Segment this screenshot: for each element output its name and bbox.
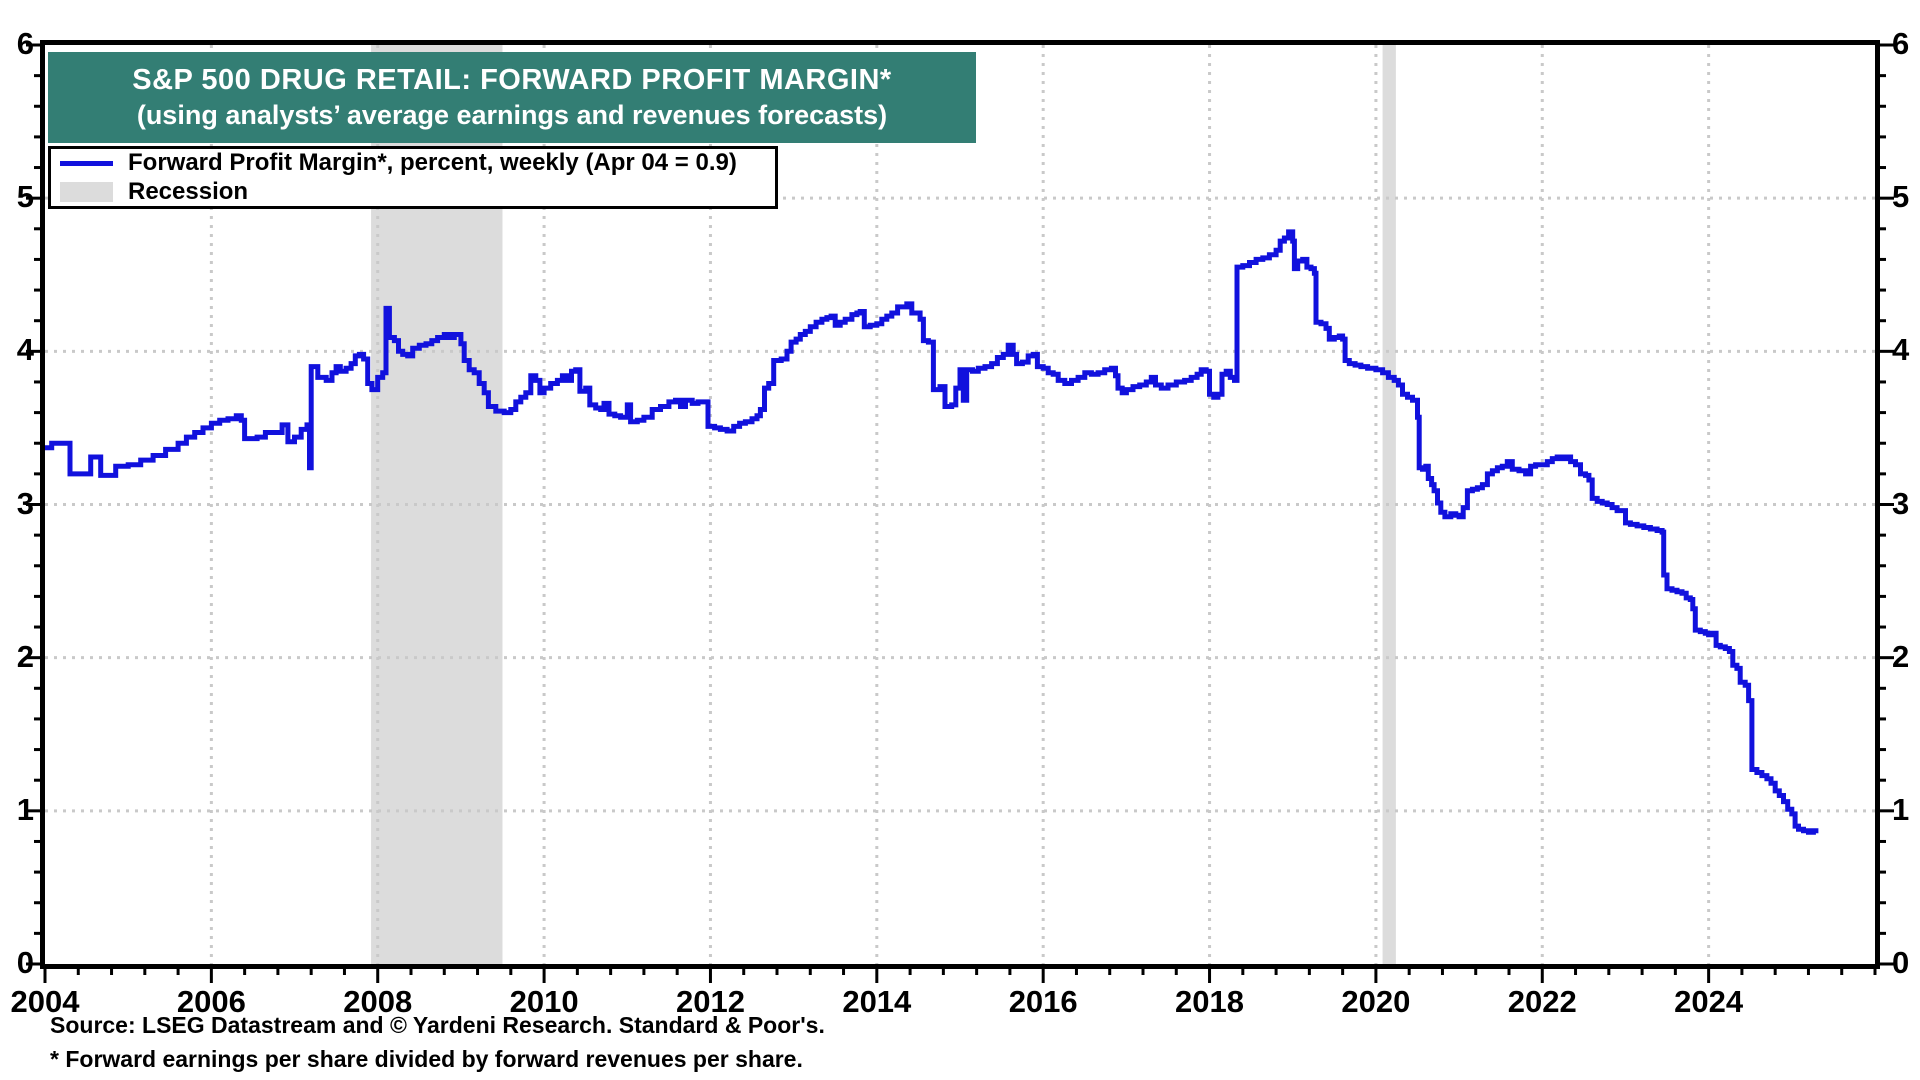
y-axis-label-left: 6 [16,26,34,61]
chart-title-box: S&P 500 DRUG RETAIL: FORWARD PROFIT MARG… [48,52,976,143]
x-axis-label: 2018 [1175,984,1245,1019]
recession-swatch-icon [60,181,113,202]
chart-title: S&P 500 DRUG RETAIL: FORWARD PROFIT MARG… [132,63,892,96]
recession-band [1382,45,1396,964]
x-axis-label: 2016 [1008,984,1078,1019]
x-axis-label: 2008 [343,984,413,1019]
y-axis-label-right: 3 [1892,485,1910,521]
plot-frame [40,40,1880,969]
legend: Forward Profit Margin*, percent, weekly … [48,146,778,209]
y-axis-label-right: 1 [1892,791,1910,827]
y-axis-label-left: 5 [16,179,34,215]
y-axis-label-right: 5 [1892,179,1910,215]
legend-item-recession: Recession [60,178,775,207]
x-axis-label: 2010 [509,984,579,1019]
y-axis-label-right: 2 [1892,638,1910,674]
profit-margin-line [45,229,1819,835]
y-axis-label-left: 4 [16,332,34,368]
y-axis-label-right: 0 [1892,945,1910,980]
chart-subtitle: (using analysts’ average earnings and re… [136,100,888,131]
source-note: Source: LSEG Datastream and © Yardeni Re… [50,1012,825,1038]
x-axis-label: 2006 [176,984,246,1019]
y-axis-label-left: 3 [16,485,34,521]
x-axis-label: 2012 [675,984,745,1019]
x-axis-label: 2024 [1674,984,1744,1019]
y-axis-label-left: 1 [16,791,34,827]
y-axis-label-left: 0 [16,945,34,980]
x-axis-label: 2004 [10,984,80,1019]
y-axis-label-right: 6 [1892,26,1910,61]
x-axis-label: 2020 [1341,984,1411,1019]
x-axis-label: 2014 [842,984,912,1019]
line-swatch-icon [60,160,113,166]
legend-label-recession: Recession [128,177,249,205]
footnote: * Forward earnings per share divided by … [50,1046,803,1072]
legend-label-series: Forward Profit Margin*, percent, weekly … [128,149,737,177]
legend-item-series: Forward Profit Margin*, percent, weekly … [60,149,775,178]
x-axis-label: 2022 [1507,984,1577,1019]
y-axis-label-left: 2 [16,638,34,674]
y-axis-label-right: 4 [1892,332,1910,368]
